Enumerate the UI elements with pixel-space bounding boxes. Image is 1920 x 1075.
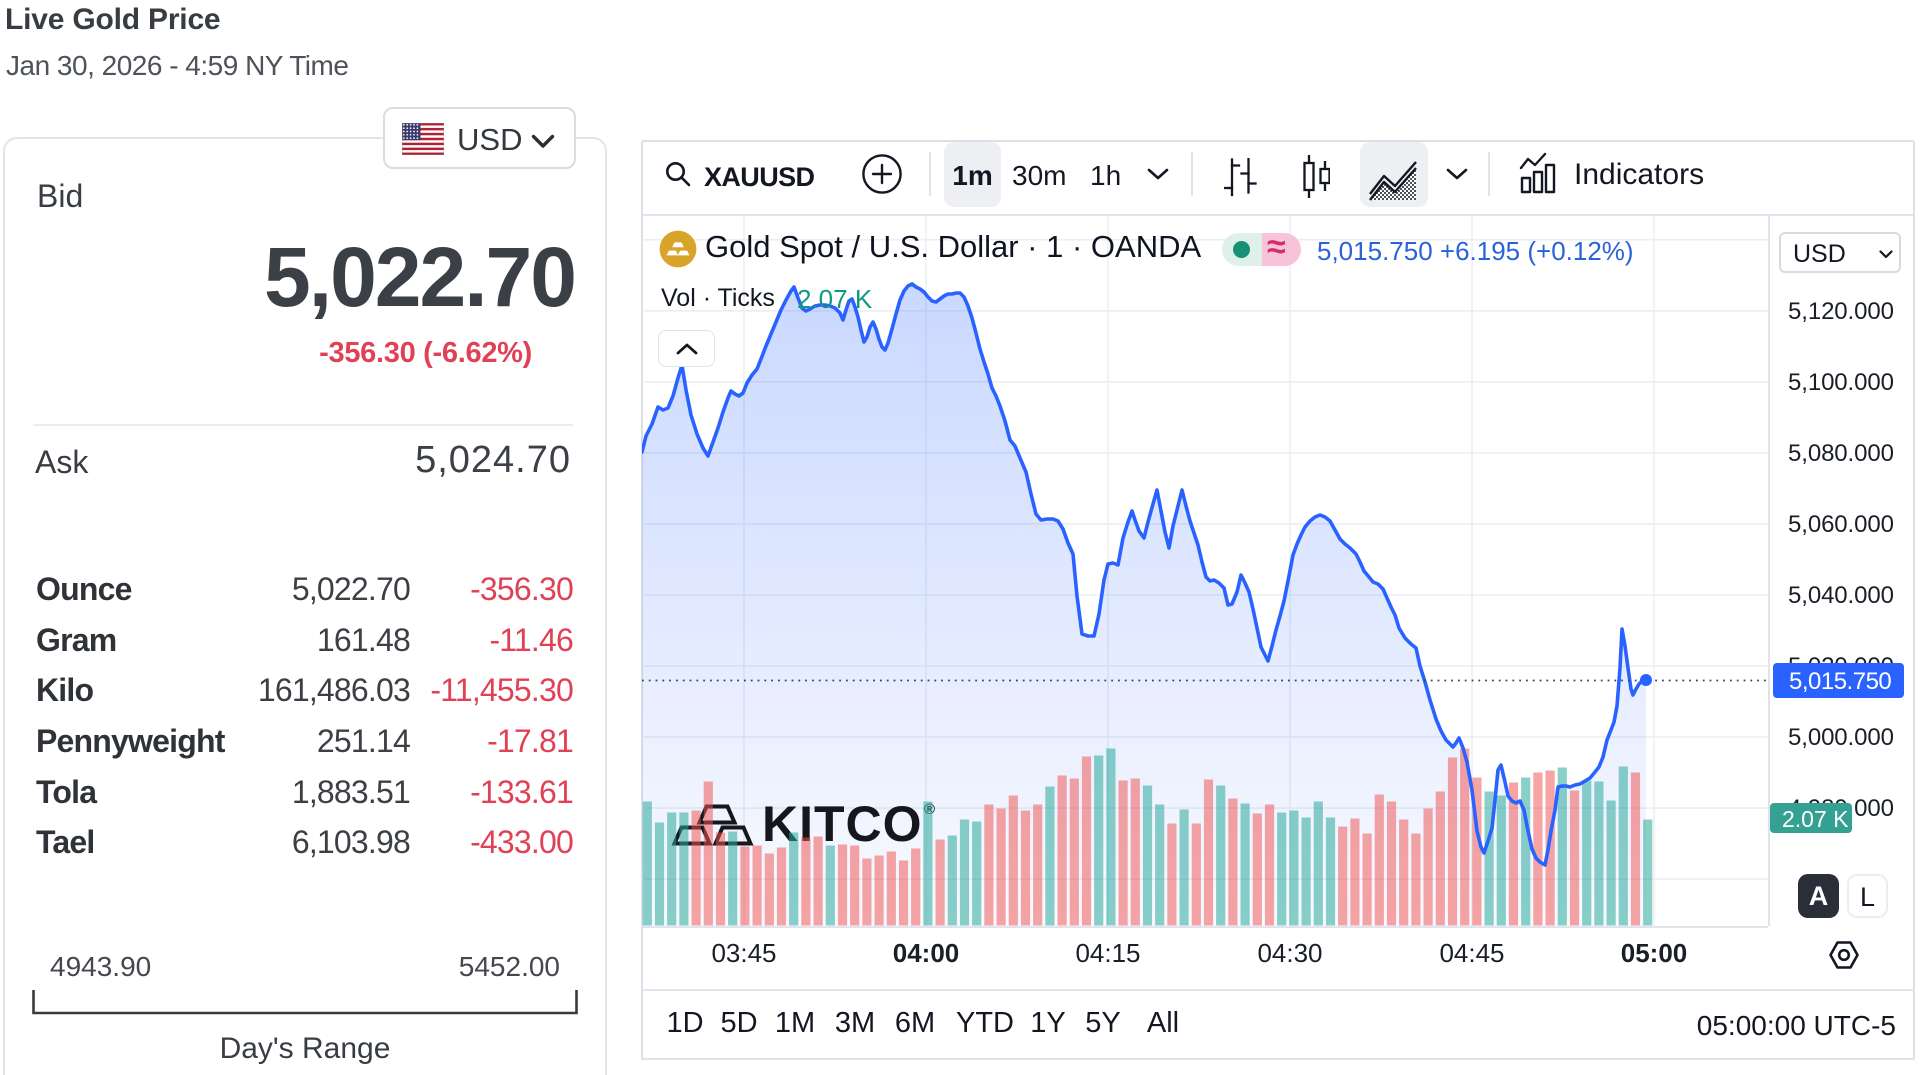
svg-text:KITCO: KITCO <box>762 796 923 852</box>
